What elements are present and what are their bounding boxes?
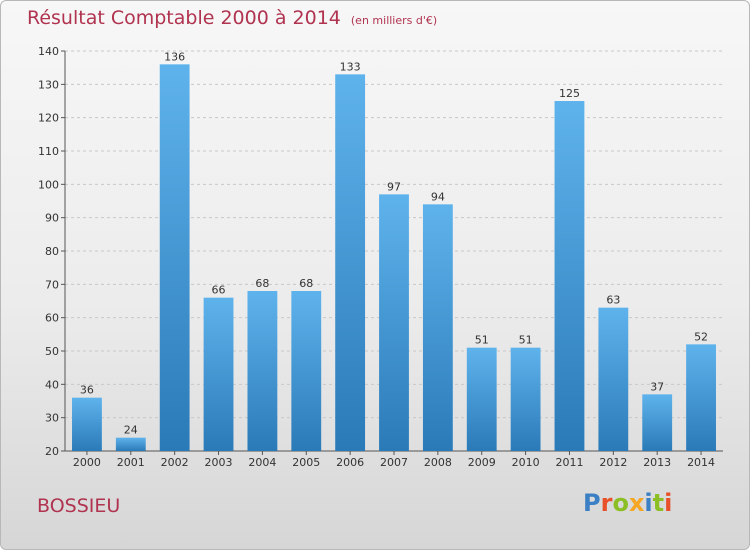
bars bbox=[72, 64, 716, 452]
labels: 36 24 136 66 68 68 133 97 94 51 51 125 63 37 52 bbox=[80, 50, 708, 436]
x-tick-label-2007: 2007 bbox=[380, 456, 408, 469]
data-label-2010: 51 bbox=[519, 334, 533, 347]
x-tick-label-2012: 2012 bbox=[599, 456, 627, 469]
x-tick-label-2005: 2005 bbox=[292, 456, 320, 469]
x-tick-label-2013: 2013 bbox=[643, 456, 671, 469]
data-label-2004: 68 bbox=[255, 277, 269, 290]
y-tick-label: 50 bbox=[45, 345, 59, 358]
bar-2006 bbox=[335, 74, 366, 451]
bar-2001 bbox=[115, 437, 146, 451]
y-tick-label: 20 bbox=[45, 445, 59, 458]
chart-title: Résultat Comptable 2000 à 2014 (en millie… bbox=[27, 7, 437, 29]
bar-2008 bbox=[422, 204, 453, 451]
data-label-2007: 97 bbox=[387, 180, 401, 193]
x-tick-label-2008: 2008 bbox=[424, 456, 452, 469]
data-label-2005: 68 bbox=[299, 277, 313, 290]
data-label-2009: 51 bbox=[475, 334, 489, 347]
data-label-2014: 52 bbox=[694, 330, 708, 343]
y-tick-label: 90 bbox=[45, 212, 59, 225]
y-tick-label: 80 bbox=[45, 245, 59, 258]
data-label-2012: 63 bbox=[606, 294, 620, 307]
data-label-2008: 94 bbox=[431, 190, 445, 203]
x-tick-label-2006: 2006 bbox=[336, 456, 364, 469]
logo-letter: i bbox=[644, 489, 653, 517]
y-tick-label: 140 bbox=[38, 45, 59, 58]
data-label-2003: 66 bbox=[212, 284, 226, 297]
data-label-2000: 36 bbox=[80, 384, 94, 397]
proxiti-logo: Proxiti bbox=[583, 489, 672, 517]
bar-2004 bbox=[247, 291, 278, 451]
logo-letter: t bbox=[652, 489, 665, 517]
bar-2014 bbox=[686, 344, 716, 451]
x-tick-label-2000: 2000 bbox=[73, 456, 101, 469]
logo-letter: o bbox=[612, 489, 629, 517]
y-tick-label: 130 bbox=[38, 78, 59, 91]
bar-2012 bbox=[598, 307, 629, 451]
data-label-2001: 24 bbox=[124, 424, 138, 437]
data-label-2006: 133 bbox=[340, 60, 361, 73]
x-tick-label-2011: 2011 bbox=[555, 456, 583, 469]
x-tick-label-2002: 2002 bbox=[161, 456, 189, 469]
axes: 20 30 40 50 60 70 80 90 100 110 120 130 140 2000 2001 2… bbox=[38, 45, 723, 469]
bar-2002 bbox=[159, 64, 190, 452]
bar-2003 bbox=[203, 297, 234, 451]
logo-letter: i bbox=[664, 489, 673, 517]
x-tick-label-2001: 2001 bbox=[117, 456, 145, 469]
x-tick-label-2010: 2010 bbox=[512, 456, 540, 469]
y-tick-label: 120 bbox=[38, 112, 59, 125]
logo-letter: P bbox=[583, 489, 601, 517]
bar-2010 bbox=[510, 347, 541, 451]
bar-2005 bbox=[291, 291, 322, 451]
x-tick-label-2003: 2003 bbox=[205, 456, 233, 469]
y-tick-label: 40 bbox=[45, 378, 59, 391]
logo-letter: r bbox=[600, 489, 613, 517]
bar-2013 bbox=[642, 394, 673, 451]
y-tick-label: 110 bbox=[38, 145, 59, 158]
data-label-2013: 37 bbox=[650, 380, 664, 393]
bar-2009 bbox=[466, 347, 497, 451]
logo-letter: x bbox=[628, 489, 645, 517]
x-tick-label-2009: 2009 bbox=[468, 456, 496, 469]
chart-title-text: Résultat Comptable 2000 à 2014 bbox=[27, 7, 341, 29]
x-tick-label-2014: 2014 bbox=[687, 456, 715, 469]
data-label-2002: 136 bbox=[164, 50, 185, 63]
chart-subtitle: (en milliers d'€) bbox=[350, 14, 438, 27]
data-label-2011: 125 bbox=[559, 87, 580, 100]
y-tick-label: 30 bbox=[45, 412, 59, 425]
y-tick-label: 100 bbox=[38, 178, 59, 191]
bar-2011 bbox=[554, 101, 585, 451]
y-tick-label: 70 bbox=[45, 278, 59, 291]
y-tick-label: 60 bbox=[45, 312, 59, 325]
place-name: BOSSIEU bbox=[37, 495, 121, 517]
bar-2007 bbox=[379, 194, 409, 452]
x-tick-label-2004: 2004 bbox=[248, 456, 276, 469]
bar-2000 bbox=[72, 397, 102, 451]
